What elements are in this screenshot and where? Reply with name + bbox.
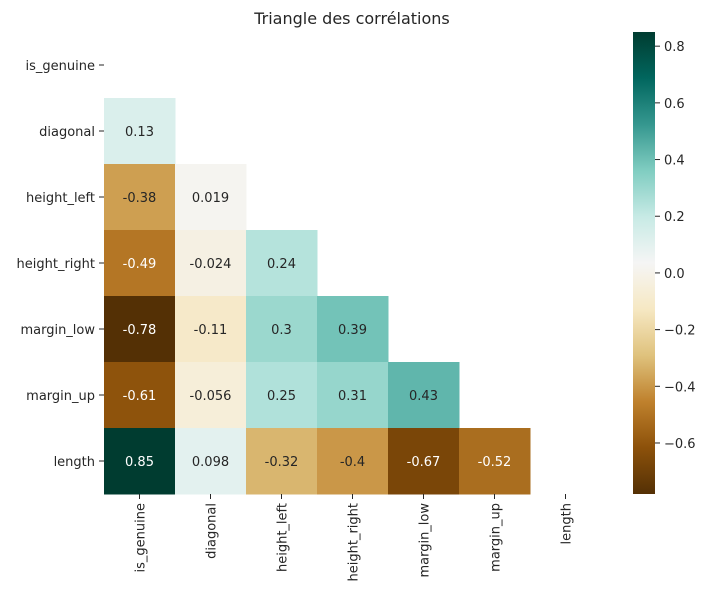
cell-value-label: 0.3 [271, 323, 292, 338]
heatmap-cell [104, 428, 176, 495]
heatmap-cell [317, 428, 389, 495]
y-axis: is_genuine diagonal height_left height_righ… [17, 59, 104, 470]
colorbar-tick-label: 0.8 [664, 40, 685, 55]
cell-value-label: -0.11 [194, 323, 228, 338]
heatmap-cell [175, 230, 247, 297]
heatmap-cell [388, 362, 460, 429]
x-tick-label: height_left [276, 503, 291, 572]
heatmap-cell [246, 296, 318, 363]
cell-annotations: 0.13 -0.38 0.019 -0.49 -0.024 0.24 -0.78 -0.11 0… [123, 125, 512, 470]
heatmap-cell [246, 230, 318, 297]
cell-value-label: 0.39 [338, 323, 367, 338]
heatmap-cell [246, 362, 318, 429]
colorbar-tick-label: −0.4 [664, 380, 696, 395]
colorbar-tick-label: −0.6 [664, 437, 696, 452]
y-tick-label: diagonal [39, 125, 95, 140]
x-tick-label: margin_up [489, 503, 504, 572]
cell-value-label: -0.61 [123, 389, 157, 404]
cell-value-label: 0.13 [125, 125, 154, 140]
heatmap-cell [388, 428, 460, 495]
heatmap-cells [104, 98, 531, 495]
heatmap-cell [175, 164, 247, 231]
y-tick-label: height_left [26, 191, 95, 206]
heatmap-cell [104, 362, 176, 429]
y-tick-label: margin_low [20, 323, 95, 338]
colorbar-tick-label: 0.0 [664, 267, 685, 282]
x-tick-label: length [560, 503, 575, 544]
heatmap-cell [459, 428, 531, 495]
y-tick-label: is_genuine [26, 59, 95, 74]
cell-value-label: -0.32 [265, 455, 299, 470]
heatmap-cell [104, 230, 176, 297]
cell-value-label: 0.019 [192, 191, 229, 206]
heatmap-cell [175, 428, 247, 495]
x-axis: is_genuine diagonal height_left height_righ… [134, 494, 575, 581]
heatmap-cell [246, 428, 318, 495]
cell-value-label: -0.056 [190, 389, 232, 404]
y-tick-label: margin_up [26, 389, 95, 404]
heatmap-cell [317, 296, 389, 363]
cell-value-label: 0.098 [192, 455, 229, 470]
cell-value-label: 0.85 [125, 455, 154, 470]
colorbar: −0.6 −0.4 −0.2 0.0 0.2 0.4 0.6 0.8 [633, 32, 696, 494]
colorbar-tick-label: 0.2 [664, 210, 685, 225]
colorbar-tick-label: 0.6 [664, 97, 685, 112]
cell-value-label: -0.38 [123, 191, 157, 206]
cell-value-label: 0.43 [409, 389, 438, 404]
cell-value-label: 0.31 [338, 389, 367, 404]
heatmap-cell [104, 98, 176, 165]
cell-value-label: -0.52 [478, 455, 512, 470]
colorbar-tick-label: −0.2 [664, 324, 696, 339]
cell-value-label: 0.24 [267, 257, 296, 272]
chart-title: Triangle des corrélations [253, 9, 450, 28]
heatmap-cell [175, 296, 247, 363]
cell-value-label: 0.25 [267, 389, 296, 404]
heatmap-cell [104, 164, 176, 231]
cell-value-label: -0.78 [123, 323, 157, 338]
heatmap-cell [175, 362, 247, 429]
cell-value-label: -0.024 [190, 257, 232, 272]
heatmap-cell [317, 362, 389, 429]
cell-value-label: -0.49 [123, 257, 157, 272]
cell-value-label: -0.67 [407, 455, 441, 470]
y-tick-label: height_right [17, 257, 95, 272]
x-tick-label: margin_low [418, 503, 433, 578]
y-tick-label: length [54, 455, 95, 470]
x-tick-label: height_right [347, 503, 362, 581]
colorbar-tick-label: 0.4 [664, 154, 685, 169]
heatmap-cell [104, 296, 176, 363]
x-tick-label: diagonal [205, 503, 220, 559]
cell-value-label: -0.4 [340, 455, 365, 470]
x-tick-label: is_genuine [134, 503, 149, 572]
colorbar-gradient [633, 32, 655, 494]
